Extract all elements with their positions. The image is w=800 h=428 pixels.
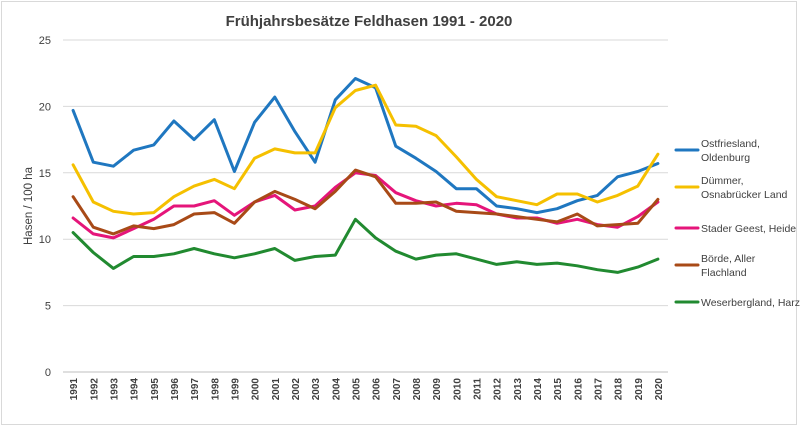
legend-label: Weserbergland, Harz xyxy=(701,297,800,309)
legend-label-line: Osnabrücker Land xyxy=(701,189,788,201)
series-line xyxy=(71,83,660,216)
x-tick-label: 1993 xyxy=(109,378,120,401)
legend-label-line: Stader Geest, Heide xyxy=(701,223,796,235)
x-tick-label: 1992 xyxy=(89,378,100,401)
series-line xyxy=(71,168,660,236)
x-tick-label: 2017 xyxy=(593,378,604,401)
x-tick-label: 2012 xyxy=(493,378,504,401)
legend-label: Dümmer, Osnabrücker Land xyxy=(701,175,788,201)
y-tick-label: 0 xyxy=(45,367,51,379)
x-tick-label: 2006 xyxy=(372,378,383,401)
legend-label: Börde, Aller Flachland xyxy=(701,253,756,279)
x-tick-label: 1994 xyxy=(130,378,141,401)
x-tick-label: 2014 xyxy=(533,378,544,401)
legend-label-line: Oldenburg xyxy=(701,152,750,164)
y-tick-label: 5 xyxy=(45,301,51,313)
x-tick-label: 2013 xyxy=(513,378,524,401)
series-line xyxy=(71,77,660,215)
legend-label-line: Weserbergland, Harz xyxy=(701,297,800,309)
series-line xyxy=(71,217,660,274)
y-tick-label: 10 xyxy=(39,234,51,246)
x-tick-label: 2020 xyxy=(654,378,665,401)
legend-label-line: Ostfriesland, xyxy=(701,138,760,150)
x-tick-label: 1995 xyxy=(150,378,161,401)
legend: Ostfriesland, Oldenburg Dümmer, Osnabrücker… xyxy=(674,138,800,309)
x-tick-label: 2010 xyxy=(452,378,463,401)
series-lines xyxy=(71,77,660,274)
legend-label: Ostfriesland, Oldenburg xyxy=(701,138,760,164)
x-axis-ticks: 1991 1992 1993 1994 1995 1996 1997 1998 1999 2000… xyxy=(69,378,665,401)
chart-title: Frühjahrsbesätze Feldhasen 1991 - 2020 xyxy=(226,13,513,30)
x-tick-label: 1999 xyxy=(230,378,241,401)
legend-label-line: Flachland xyxy=(701,267,747,279)
x-tick-label: 2009 xyxy=(432,378,443,401)
x-tick-label: 2005 xyxy=(351,378,362,401)
x-tick-label: 2001 xyxy=(271,378,282,401)
x-tick-label: 2002 xyxy=(291,378,302,401)
x-tick-label: 2019 xyxy=(634,378,645,401)
x-tick-label: 2015 xyxy=(553,378,564,401)
y-tick-label: 25 xyxy=(39,35,51,47)
x-tick-label: 2000 xyxy=(251,378,262,401)
x-tick-label: 2003 xyxy=(311,378,322,401)
gridlines xyxy=(63,39,668,373)
x-tick-label: 2008 xyxy=(412,378,423,401)
x-tick-label: 2016 xyxy=(573,378,584,401)
x-tick-label: 2007 xyxy=(392,378,403,401)
x-tick-label: 1997 xyxy=(190,378,201,401)
y-tick-label: 15 xyxy=(39,168,51,180)
x-tick-label: 2018 xyxy=(614,378,625,401)
x-tick-label: 2004 xyxy=(331,378,342,401)
legend-label-line: Börde, Aller xyxy=(701,253,756,265)
x-tick-label: 1991 xyxy=(69,378,80,401)
y-axis-ticks: 0 5 10 15 20 25 xyxy=(39,35,51,379)
y-tick-label: 20 xyxy=(39,101,51,113)
legend-label: Stader Geest, Heide xyxy=(701,223,796,235)
legend-label-line: Dümmer, xyxy=(701,175,744,187)
x-tick-label: 1998 xyxy=(210,378,221,401)
x-tick-label: 1996 xyxy=(170,378,181,401)
y-axis-label: Hasen / 100 ha xyxy=(23,166,35,245)
x-tick-label: 2011 xyxy=(472,378,483,400)
